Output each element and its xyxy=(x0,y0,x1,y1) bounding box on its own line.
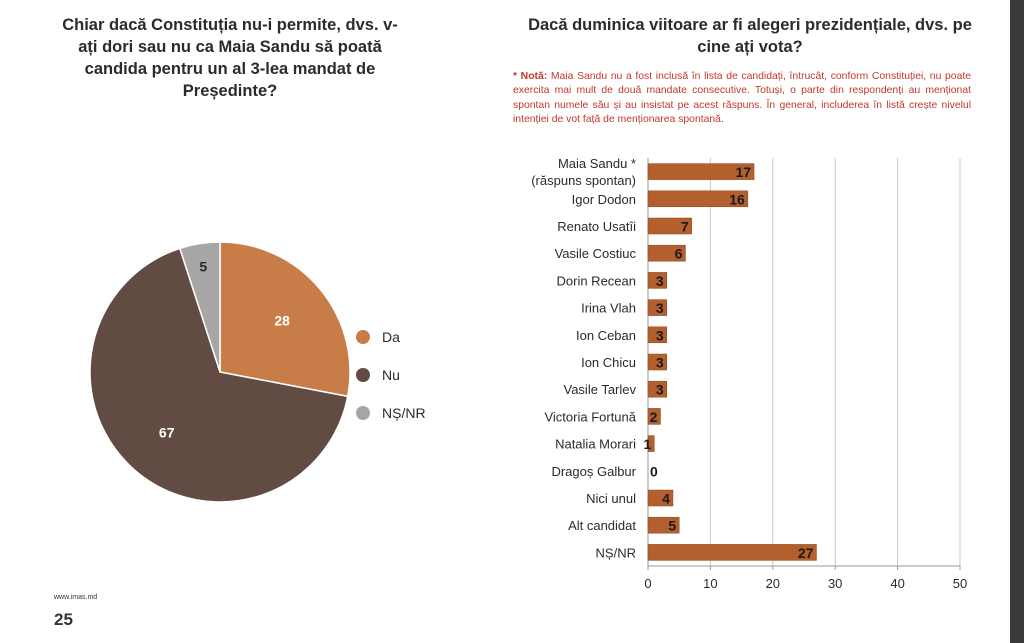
bar-value-label: 3 xyxy=(656,300,664,316)
bar xyxy=(647,380,667,398)
pie-label-nsnr: 5 xyxy=(199,259,207,275)
bar xyxy=(647,163,755,180)
pie-label-da: 28 xyxy=(274,313,290,329)
bar-value-label: 3 xyxy=(656,382,664,398)
legend-label-nsnr: NȘ/NR xyxy=(382,405,426,421)
page-number: 25 xyxy=(54,610,73,629)
x-tick-label: 50 xyxy=(953,576,967,590)
bar xyxy=(647,217,692,235)
pie-slice-nu xyxy=(89,247,349,503)
category-label: Irina Vlah xyxy=(581,301,636,316)
source-url: www.imas.md xyxy=(54,594,98,601)
slide-edge xyxy=(1010,0,1024,643)
category-label: Vasile Tarlev xyxy=(564,382,637,397)
legend-label-nu: Nu xyxy=(382,367,400,383)
category-label: NȘ/NR xyxy=(596,545,636,560)
legend-item-nsnr: NȘ/NR xyxy=(356,394,426,432)
x-tick-label: 30 xyxy=(828,576,842,590)
x-tick-label: 0 xyxy=(644,576,651,590)
bar-value-label: 4 xyxy=(662,491,670,507)
bar-value-label: 3 xyxy=(656,327,664,343)
x-tick-label: 10 xyxy=(703,576,717,590)
bar xyxy=(647,489,674,507)
category-label: Alt candidat xyxy=(568,518,636,533)
category-label: (răspuns spontan) xyxy=(531,173,636,188)
pie-label-nu: 67 xyxy=(159,424,175,440)
bar-value-label: 17 xyxy=(736,164,752,180)
bar-value-label: 5 xyxy=(668,518,676,534)
bar-value-label: 6 xyxy=(675,246,683,262)
bar xyxy=(647,435,655,452)
bar-value-label: 1 xyxy=(643,436,651,452)
legend-item-da: Da xyxy=(356,318,426,356)
pie-legend: Da Nu NȘ/NR xyxy=(356,318,426,432)
category-label: Vasile Costiuc xyxy=(555,246,637,261)
pie-chart-title: Chiar dacă Constituția nu-i permite, dvs… xyxy=(62,16,398,100)
bar xyxy=(647,326,667,344)
bar xyxy=(647,190,749,208)
bar xyxy=(647,272,667,289)
pie-slice-da xyxy=(219,241,351,398)
category-label: Ion Chicu xyxy=(581,355,636,370)
legend-swatch-da xyxy=(356,330,370,344)
bar-value-label: 0 xyxy=(650,463,658,479)
bar-value-label: 3 xyxy=(656,355,664,371)
category-label: Renato Usatîi xyxy=(557,219,636,234)
category-label: Maia Sandu * xyxy=(558,156,636,171)
bar xyxy=(647,353,667,371)
legend-swatch-nu xyxy=(356,368,370,382)
bar-value-label: 27 xyxy=(798,545,814,561)
category-label: Victoria Fortună xyxy=(544,409,636,424)
legend-label-da: Da xyxy=(382,329,400,345)
category-label: Nici unul xyxy=(586,491,636,506)
category-label: Ion Ceban xyxy=(576,328,636,343)
bar-chart-title: Dacă duminica viitoare ar fi alegeri pre… xyxy=(528,16,972,56)
legend-item-nu: Nu xyxy=(356,356,426,394)
legend-swatch-nsnr xyxy=(356,406,370,420)
x-tick-label: 40 xyxy=(890,576,904,590)
bar xyxy=(647,244,686,262)
category-label: Dragoș Galbur xyxy=(551,464,636,479)
bar xyxy=(647,299,667,316)
bar xyxy=(647,544,817,561)
bar xyxy=(647,408,661,425)
bar-value-label: 3 xyxy=(656,273,664,289)
x-tick-label: 20 xyxy=(766,576,780,590)
pie-slice-nsnr xyxy=(178,241,221,373)
bar-value-label: 2 xyxy=(650,409,658,425)
category-label: Igor Dodon xyxy=(572,192,636,207)
note-text: Maia Sandu nu a fost inclusă în lista de… xyxy=(513,71,972,126)
bar xyxy=(647,516,680,534)
bar-value-label: 16 xyxy=(729,191,745,207)
bar-value-label: 7 xyxy=(681,219,689,235)
category-label: Natalia Morari xyxy=(555,437,636,452)
pie-chart: 28 67 5 xyxy=(89,241,351,503)
category-label: Dorin Recean xyxy=(557,273,637,288)
note-marker: * Notă: xyxy=(513,71,548,82)
bar-chart-note: * Notă: Maia Sandu nu a fost inclusă în … xyxy=(513,70,971,128)
